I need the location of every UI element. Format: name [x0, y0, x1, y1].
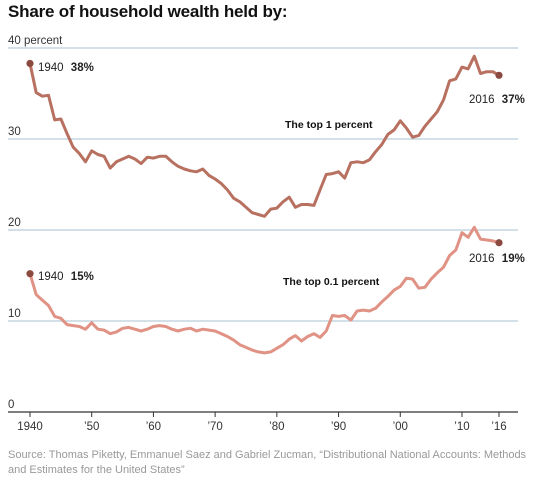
annotation-top01-start: 1940 15%: [38, 271, 94, 283]
series-line-top1: [28, 54, 501, 218]
y-tick-label: 20: [8, 217, 21, 229]
x-tick-label: ’80: [269, 421, 284, 433]
series-label-top1: The top 1 percent: [285, 119, 373, 131]
annotation-top1-start-value: 38%: [71, 62, 94, 74]
x-tick-label: ’90: [331, 421, 346, 433]
annotation-top1-start: 1940 38%: [38, 62, 94, 74]
y-tick-label: 10: [8, 308, 21, 320]
annotation-top1-end-value: 37%: [502, 94, 525, 106]
y-tick-label: 40 percent: [8, 35, 63, 47]
source-note: Source: Thomas Piketty, Emmanuel Saez an…: [8, 449, 527, 476]
annotation-top1-end-year: 2016: [469, 94, 495, 106]
end-annotations: 1940 38% 1940 15% 2016 37% 2016 19%: [38, 62, 525, 283]
annotation-top01-end-value: 19%: [502, 253, 525, 265]
chart-title: Share of household wealth held by:: [8, 2, 288, 21]
annotation-top01-start-value: 15%: [71, 271, 94, 283]
chart-canvas: 0 10 20 30 40 percent 1940 ’50 ’60 ’70 ’80 ’90 ’00…: [8, 35, 525, 433]
x-tick-label: ’50: [84, 421, 99, 433]
x-tick-label: 1940: [17, 421, 43, 433]
x-tick-label: ’16: [491, 421, 506, 433]
annotation-top01-start-year: 1940: [38, 271, 64, 283]
x-axis: 1940 ’50 ’60 ’70 ’80 ’90 ’00 ’10 ’16: [8, 411, 518, 433]
end-dot: [495, 239, 503, 247]
annotation-top1-start-year: 1940: [38, 62, 64, 74]
grid-lines: [8, 47, 518, 322]
series-lines: [26, 54, 503, 355]
annotation-top01-end: 2016 19%: [469, 253, 525, 265]
start-dot: [26, 59, 34, 68]
x-tick-label: ’00: [393, 421, 408, 433]
annotation-top1-end: 2016 37%: [469, 94, 525, 106]
series-labels: The top 1 percent The top 0.1 percent: [283, 119, 380, 288]
series-label-top01: The top 0.1 percent: [283, 276, 380, 288]
annotation-top01-end-year: 2016: [469, 253, 495, 265]
y-tick-label: 30: [8, 126, 21, 138]
x-tick-label: ’10: [454, 421, 469, 433]
series-line-top01: [28, 225, 501, 355]
x-tick-label: ’60: [146, 421, 161, 433]
start-dot: [26, 270, 34, 278]
x-tick-label: ’70: [207, 421, 222, 433]
y-tick-label: 0: [8, 399, 14, 411]
y-tick-labels: 0 10 20 30 40 percent: [8, 35, 63, 411]
end-dot: [495, 71, 503, 79]
